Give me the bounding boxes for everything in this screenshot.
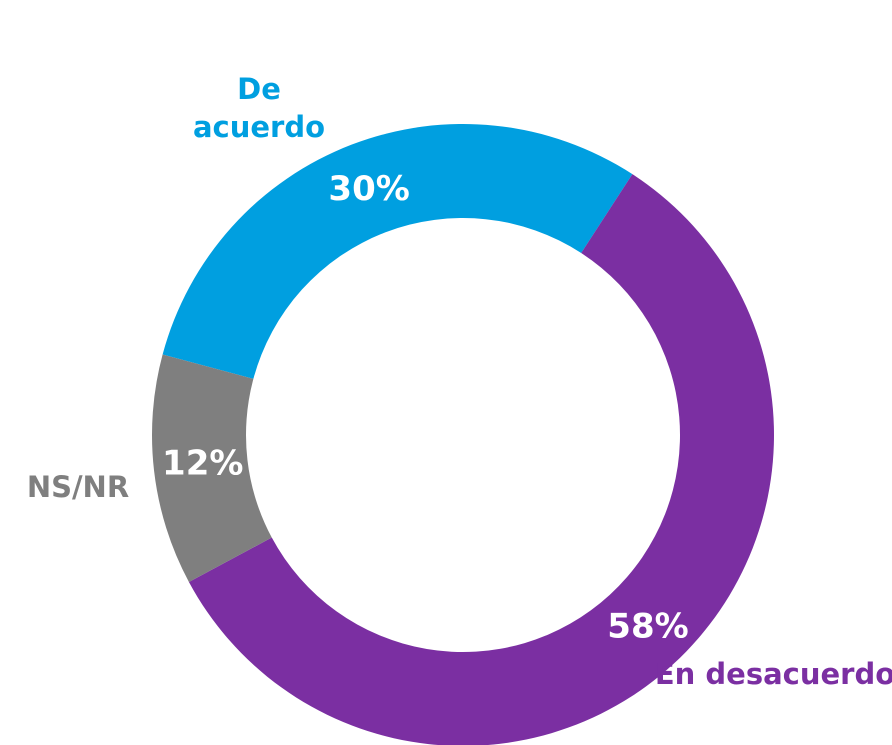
- category-label: NS/NR: [26, 470, 130, 504]
- value-label: 30%: [328, 169, 409, 209]
- value-label: 58%: [607, 607, 688, 647]
- category-label: De acuerdo: [192, 72, 326, 144]
- donut-segment: [188, 174, 774, 745]
- category-label: En desacuerdo: [654, 657, 892, 691]
- value-label: 12%: [162, 444, 243, 484]
- donut-segment: [162, 123, 633, 379]
- donut-segment: [151, 354, 272, 582]
